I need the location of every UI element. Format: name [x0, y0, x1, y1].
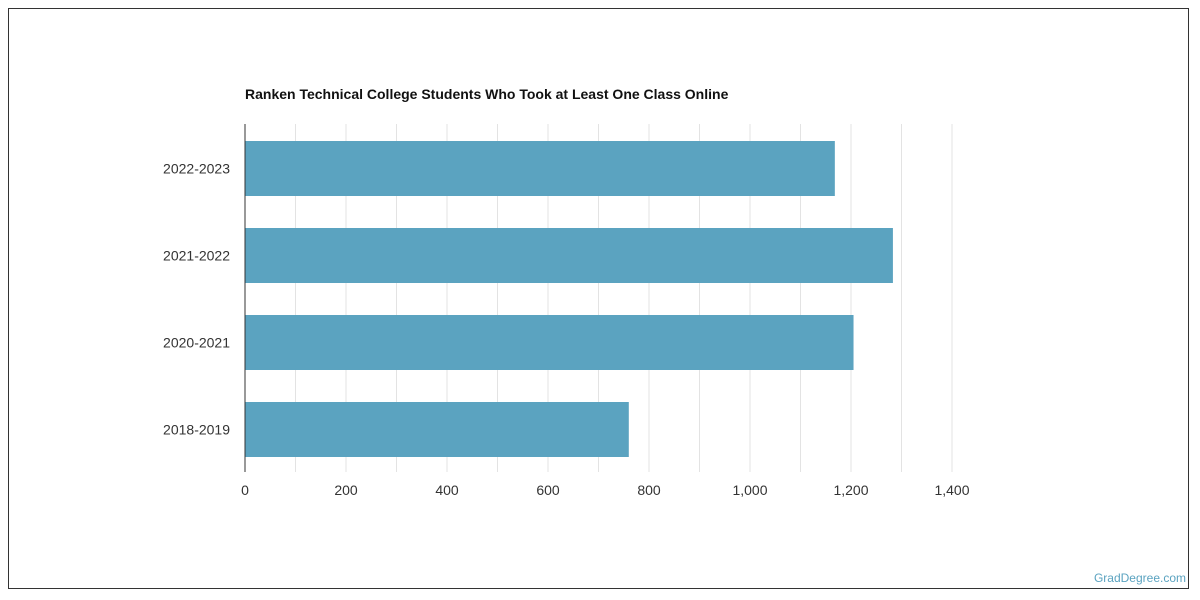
x-tick-label: 1,400: [934, 482, 969, 498]
x-tick-label: 0: [241, 482, 249, 498]
watermark: GradDegree.com: [1093, 571, 1186, 585]
category-label: 2021-2022: [163, 248, 230, 264]
x-tick-label: 800: [637, 482, 661, 498]
category-labels: 2022-2023 2021-2022 2020-2021 2018-2019: [163, 161, 230, 438]
x-tick-label: 200: [334, 482, 358, 498]
x-tick-label: 400: [435, 482, 459, 498]
x-tick-label: 600: [536, 482, 560, 498]
bar-2018-2019: [245, 402, 629, 457]
bar-2021-2022: [245, 228, 893, 283]
bars: [245, 141, 893, 457]
bar-2022-2023: [245, 141, 835, 196]
category-label: 2018-2019: [163, 422, 230, 438]
x-tick-labels: 0 200 400 600 800 1,000 1,200 1,400: [241, 482, 970, 498]
bar-2020-2021: [245, 315, 854, 370]
category-label: 2020-2021: [163, 335, 230, 351]
category-label: 2022-2023: [163, 161, 230, 177]
chart-title: Ranken Technical College Students Who To…: [245, 86, 729, 102]
x-tick-label: 1,000: [732, 482, 767, 498]
x-tick-label: 1,200: [833, 482, 868, 498]
